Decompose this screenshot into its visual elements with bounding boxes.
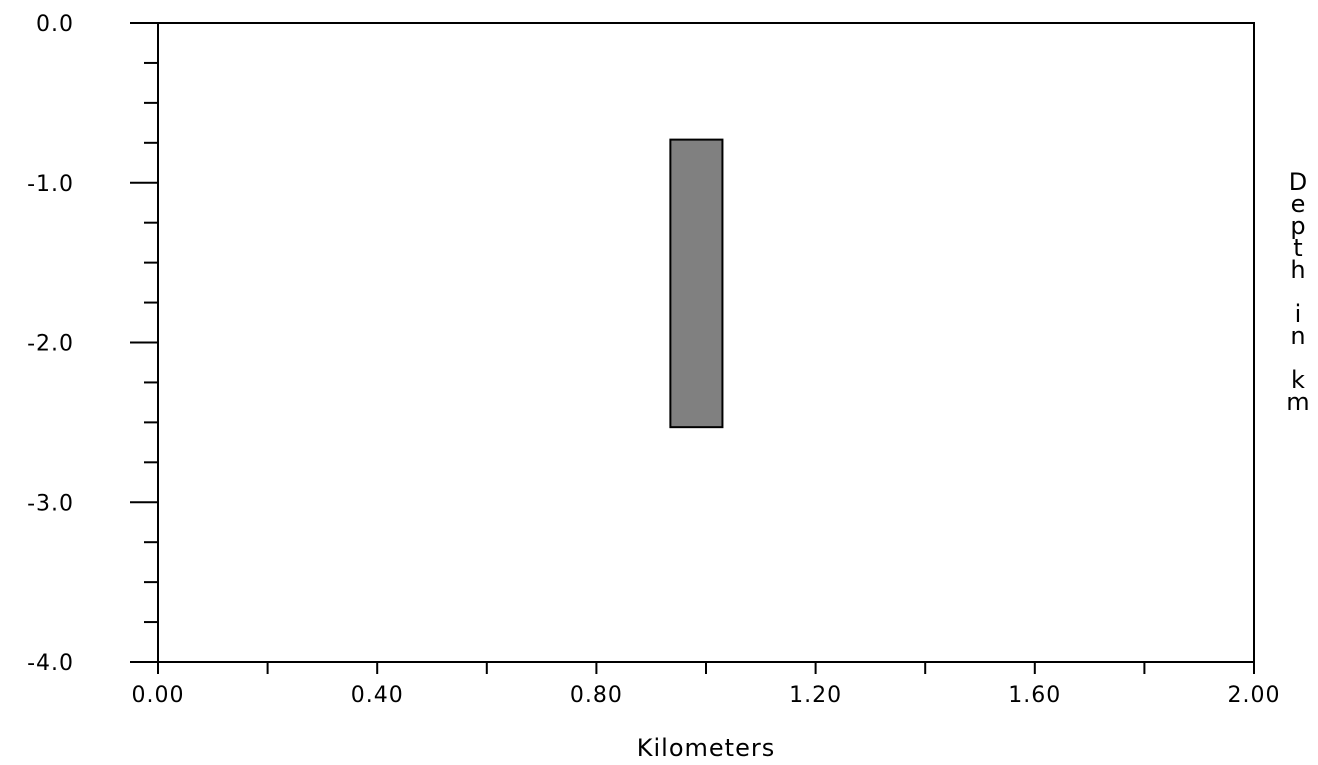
- y-tick-label: 0.0: [36, 12, 74, 37]
- y-axis-tick-labels: 0.0 -1.0 -2.0 -3.0 -4.0: [27, 12, 74, 676]
- x-tick-label: 0.40: [351, 683, 404, 708]
- y-axis-ticks: [130, 22, 158, 663]
- y-tick-label: -4.0: [27, 651, 74, 676]
- x-tick-label: 1.60: [1008, 683, 1061, 708]
- y-tick-label: -1.0: [27, 172, 74, 197]
- x-axis-ticks: [157, 662, 1255, 674]
- body-0: [669, 138, 724, 429]
- x-axis-tick-labels: 0.00 0.40 0.80 1.20 1.60 2.00: [132, 683, 1281, 708]
- y-tick-label: -2.0: [27, 332, 74, 357]
- y-tick-label: -3.0: [27, 491, 74, 516]
- x-tick-label: 0.00: [132, 683, 185, 708]
- x-tick-label: 1.20: [789, 683, 842, 708]
- x-axis-title: Kilometers: [637, 734, 775, 762]
- bodies-layer: [669, 138, 724, 429]
- x-tick-label: 2.00: [1228, 683, 1281, 708]
- x-tick-label: 0.80: [570, 683, 623, 708]
